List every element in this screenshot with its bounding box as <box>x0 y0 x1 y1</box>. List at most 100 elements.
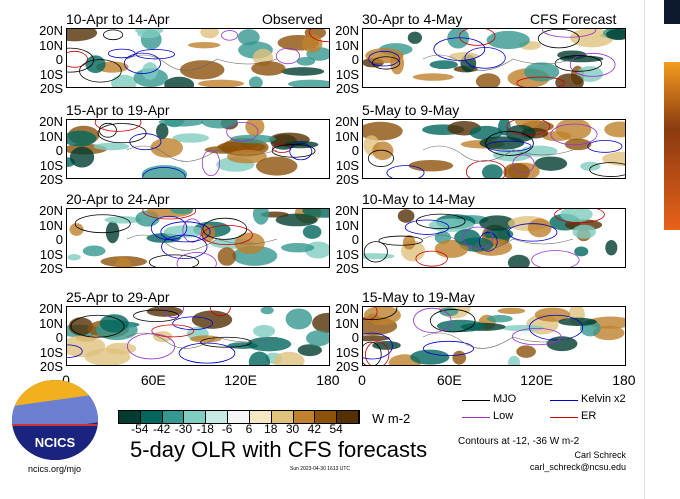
wave-contour <box>479 231 498 252</box>
wave-contour <box>275 47 300 65</box>
olr-anomaly <box>201 120 238 129</box>
colorbar-swatch <box>249 411 272 423</box>
olr-anomaly <box>592 325 625 341</box>
olr-anomaly <box>486 30 530 50</box>
wave-contour <box>201 224 253 246</box>
wave-contour <box>309 29 329 43</box>
olr-anomaly <box>251 61 286 76</box>
coastline <box>422 234 574 251</box>
legend-label: Low <box>493 410 514 422</box>
wave-contour <box>537 29 580 49</box>
olr-anomaly <box>363 307 401 325</box>
wave-contour <box>142 167 186 178</box>
lat-label: 20S <box>39 172 63 187</box>
olr-anomaly <box>142 62 158 80</box>
olr-anomaly <box>197 79 245 87</box>
wave-contour <box>528 314 584 341</box>
olr-anomaly <box>256 156 298 176</box>
lat-label: 10N <box>335 217 359 233</box>
lat-label: 20S <box>335 81 359 96</box>
lat-label: 20S <box>39 81 63 96</box>
wave-contour <box>163 307 185 319</box>
lat-label: 10N <box>335 37 359 53</box>
lat-label: 10N <box>39 128 63 144</box>
panel-title: 25-Apr to 29-Apr <box>66 289 170 305</box>
olr-anomaly <box>605 239 618 256</box>
lat-label: 10N <box>335 315 359 331</box>
olr-anomaly <box>508 355 521 365</box>
coastline <box>126 332 278 349</box>
olr-anomaly <box>285 308 313 330</box>
wave-contour <box>367 149 395 167</box>
olr-anomaly <box>486 314 513 323</box>
olr-anomaly <box>452 350 467 365</box>
olr-anomaly <box>558 317 597 326</box>
olr-anomaly <box>497 307 526 315</box>
website-link[interactable]: ncics.org/mjo <box>28 464 82 474</box>
lat-label: 0 <box>351 143 359 158</box>
coastline <box>126 145 278 162</box>
lat-label: 10S <box>335 157 359 173</box>
olr-anomaly <box>246 336 292 352</box>
wave-contour <box>511 327 562 346</box>
panel-title: 5-May to 9-May <box>362 102 460 118</box>
logo-text: NCICS <box>34 435 76 450</box>
olr-anomaly <box>479 215 515 231</box>
lat-label: 10S <box>39 66 63 82</box>
wave-contour <box>67 50 88 68</box>
olr-anomaly <box>110 74 137 87</box>
olr-anomaly <box>402 235 416 250</box>
wave-contour <box>135 49 176 60</box>
wave-contour <box>79 59 122 83</box>
lon-label: 120E <box>224 372 257 388</box>
colorbar-label: 18 <box>264 422 278 436</box>
wave-contour <box>103 29 124 41</box>
olr-anomaly <box>569 29 614 48</box>
lat-label: 10S <box>39 246 63 262</box>
wave-contour <box>363 332 393 360</box>
legend-line <box>462 417 490 418</box>
wave-contour <box>386 165 425 178</box>
lat-label: 20N <box>335 114 359 129</box>
wave-contour <box>368 50 400 67</box>
lat-label: 10S <box>335 66 359 82</box>
lat-label: 20N <box>39 114 63 129</box>
olr-anomaly <box>67 254 81 261</box>
olr-anomaly <box>436 319 485 333</box>
olr-anomaly <box>397 209 415 223</box>
olr-anomaly <box>260 307 274 315</box>
temple-thumbnail[interactable] <box>664 62 680 230</box>
lon-label: 60E <box>140 372 166 388</box>
olr-map-panel <box>66 28 330 88</box>
olr-anomaly <box>217 247 237 266</box>
wave-contour <box>516 76 565 87</box>
lat-label: 20N <box>39 203 63 218</box>
dark-thumbnail[interactable] <box>664 0 680 24</box>
lat-label: 20N <box>335 301 359 316</box>
olr-anomaly <box>237 29 260 46</box>
colorbar-label: -6 <box>221 422 233 436</box>
olr-map-panel <box>362 119 626 179</box>
olr-anomaly <box>67 130 97 147</box>
wave-contour <box>506 120 551 136</box>
olr-anomaly <box>141 165 188 178</box>
wave-contour <box>365 341 390 365</box>
wave-contour <box>172 316 214 331</box>
lon-label: 180 <box>612 372 636 388</box>
lat-label: 20S <box>39 359 63 374</box>
colorbar-swatch <box>315 411 338 423</box>
coastline <box>422 54 574 71</box>
lat-label: 0 <box>351 232 359 247</box>
lat-label: 10N <box>39 217 63 233</box>
wave-contour <box>271 144 316 158</box>
wave-contour <box>531 250 580 267</box>
olr-anomaly <box>150 137 183 158</box>
lat-label: 20N <box>335 203 359 218</box>
wave-contour <box>94 120 142 132</box>
olr-anomaly <box>179 60 225 80</box>
olr-anomaly <box>253 324 276 338</box>
olr-anomaly <box>408 159 454 172</box>
colorbar-units: W m-2 <box>372 411 411 426</box>
wave-contour <box>142 209 197 220</box>
wave-contour <box>97 123 147 144</box>
